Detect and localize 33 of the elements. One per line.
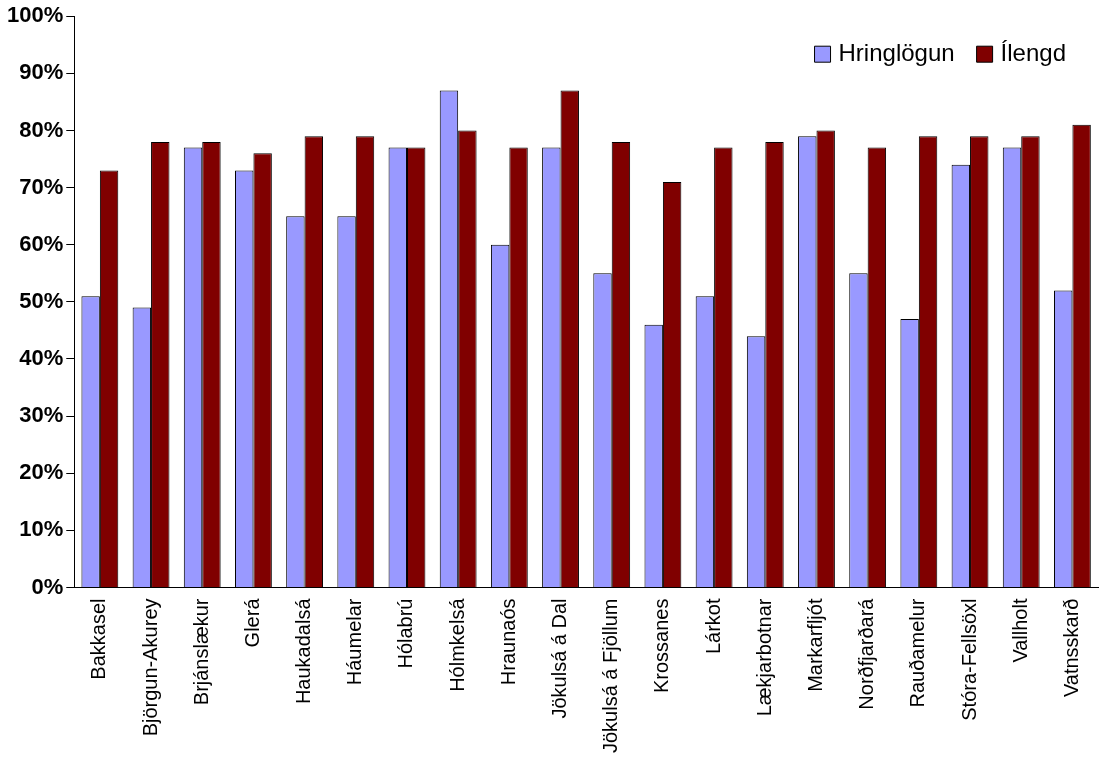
y-tick-label: 80% xyxy=(19,116,64,142)
x-tick-label: Norðfjarðará xyxy=(855,597,878,710)
x-tick-label: Stóra-Fellsöxl xyxy=(957,598,980,721)
x-tick-label: Rauðamelur xyxy=(906,598,929,708)
legend-label: Ílengd xyxy=(1000,38,1066,66)
y-tick-label: 70% xyxy=(19,173,64,199)
y-tick-label: 90% xyxy=(19,59,64,85)
y-tick-label: 20% xyxy=(19,459,64,485)
x-tick-label: Hólabrú xyxy=(394,598,417,669)
y-tick-label: 30% xyxy=(19,402,64,428)
x-tick-label: Hólmkelsá xyxy=(445,597,468,692)
x-tick-label: Brjánslækur xyxy=(189,598,212,706)
y-tick-label: 40% xyxy=(19,345,64,371)
x-tick-label: Björgun-Akurey xyxy=(138,598,161,737)
y-tick-label: 10% xyxy=(19,516,64,542)
legend-label: Hringlögun xyxy=(838,38,955,66)
x-tick-label: Jökulsá á Fjöllum xyxy=(599,598,622,754)
x-tick-label: Hraunaós xyxy=(496,598,519,686)
y-tick-label: 0% xyxy=(31,573,64,599)
x-tick-label: Vallholt xyxy=(1008,598,1031,663)
x-tick-label: Bakkasel xyxy=(87,598,110,680)
x-tick-label: Haukadalsá xyxy=(292,597,315,705)
x-tick-label: Glerá xyxy=(240,597,263,648)
y-tick-label: 50% xyxy=(19,287,64,313)
x-tick-label: Lárkot xyxy=(701,598,724,655)
y-tick-label: 100% xyxy=(6,2,64,28)
x-tick-label: Vatnsskarð xyxy=(1059,598,1082,698)
x-tick-label: Háumelar xyxy=(343,598,366,686)
x-tick-label: Jökulsá á Dal xyxy=(548,598,571,719)
y-tick-label: 60% xyxy=(19,230,64,256)
x-tick-label: Krossanes xyxy=(650,598,673,693)
x-tick-label: Markarfljót xyxy=(803,598,826,692)
x-tick-label: Lækjarbotnar xyxy=(752,598,775,717)
